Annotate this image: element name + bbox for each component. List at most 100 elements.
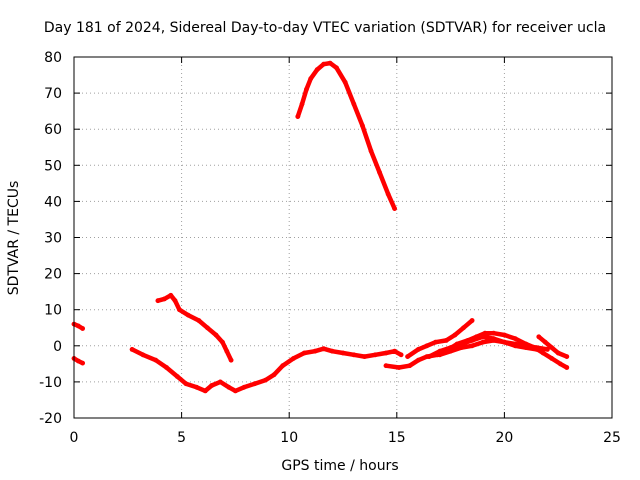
data-point <box>299 101 305 107</box>
data-point <box>377 170 382 175</box>
data-point <box>252 381 258 387</box>
data-point <box>502 339 507 345</box>
data-point <box>396 365 402 370</box>
y-tick-label: 20 <box>44 267 62 283</box>
data-point <box>75 323 81 329</box>
y-tick-label: 80 <box>44 50 62 66</box>
data-point <box>263 377 268 383</box>
data-point <box>217 379 223 385</box>
y-tick-label: 60 <box>44 122 62 138</box>
data-point <box>564 365 570 370</box>
data-point <box>334 65 339 71</box>
x-axis-title: GPS time / hours <box>281 458 398 474</box>
data-point <box>534 345 540 350</box>
data-point <box>183 381 189 387</box>
data-point <box>491 330 496 336</box>
data-point <box>177 307 182 313</box>
data-point <box>392 206 397 212</box>
data-point <box>392 348 397 354</box>
data-point <box>228 357 234 363</box>
data-point <box>398 352 404 358</box>
data-point <box>295 114 301 119</box>
data-point <box>360 123 365 128</box>
data-point <box>314 67 320 72</box>
data-point <box>291 356 296 361</box>
data-point <box>226 384 232 390</box>
data-point <box>512 336 518 341</box>
data-point <box>549 345 555 350</box>
data-point <box>213 332 219 338</box>
data-point <box>185 312 191 318</box>
data-point <box>536 334 542 340</box>
x-tick-label: 0 <box>70 430 79 446</box>
data-point <box>329 348 335 354</box>
data-point <box>480 334 486 340</box>
data-point <box>415 347 421 352</box>
data-point <box>491 338 496 343</box>
data-point <box>155 298 161 304</box>
data-point <box>80 360 85 366</box>
data-point <box>448 348 453 354</box>
data-point <box>362 354 367 359</box>
data-point <box>443 338 449 343</box>
y-axis-title: SDTVAR / TECUs <box>6 181 22 296</box>
y-tick-label: 10 <box>44 303 62 319</box>
y-tick-label: 40 <box>44 194 62 210</box>
data-point <box>80 326 85 331</box>
data-point <box>205 325 210 331</box>
data-point <box>426 354 432 359</box>
data-point <box>304 87 309 92</box>
data-point <box>452 332 458 338</box>
data-point <box>415 357 421 363</box>
chart-title: Day 181 of 2024, Sidereal Day-to-day VTE… <box>44 20 606 36</box>
x-tick-label: 25 <box>603 430 621 446</box>
data-point <box>168 292 174 298</box>
data-point <box>164 365 169 370</box>
series-layer <box>71 60 570 394</box>
y-tick-label: 30 <box>44 231 62 247</box>
data-point <box>480 339 486 345</box>
data-point <box>153 357 159 363</box>
data-point <box>162 296 167 302</box>
data-point <box>383 363 389 369</box>
data-point <box>459 345 464 350</box>
data-point <box>368 148 374 154</box>
data-point <box>209 383 215 388</box>
data-point <box>321 61 326 67</box>
series-arc-4 <box>155 293 234 363</box>
series-arc-3 <box>129 346 404 394</box>
data-point <box>196 318 202 323</box>
data-point <box>523 343 529 349</box>
data-point <box>549 356 555 361</box>
y-tick-label: 0 <box>53 339 62 355</box>
data-point <box>545 347 550 352</box>
data-point <box>372 352 378 358</box>
data-point <box>327 60 333 66</box>
data-point <box>271 372 277 378</box>
data-point <box>469 338 475 343</box>
data-point <box>241 384 247 390</box>
data-point <box>233 388 238 394</box>
data-point <box>469 318 475 323</box>
grid-layer <box>74 57 612 418</box>
data-point <box>301 350 307 356</box>
data-point <box>555 350 561 356</box>
data-point <box>342 79 348 85</box>
data-point <box>540 350 546 356</box>
data-point <box>502 332 507 338</box>
y-tick-label: 70 <box>44 86 62 102</box>
data-point <box>174 374 180 379</box>
x-tick-label: 10 <box>280 430 298 446</box>
data-point <box>321 346 326 352</box>
data-point <box>351 101 357 107</box>
data-point <box>220 339 225 345</box>
data-point <box>542 339 548 345</box>
data-point <box>482 330 488 336</box>
series-arc-5 <box>295 60 397 211</box>
data-point <box>308 76 314 82</box>
data-point <box>383 350 389 356</box>
data-point <box>140 352 146 358</box>
data-point <box>424 343 430 349</box>
data-point <box>75 358 81 364</box>
